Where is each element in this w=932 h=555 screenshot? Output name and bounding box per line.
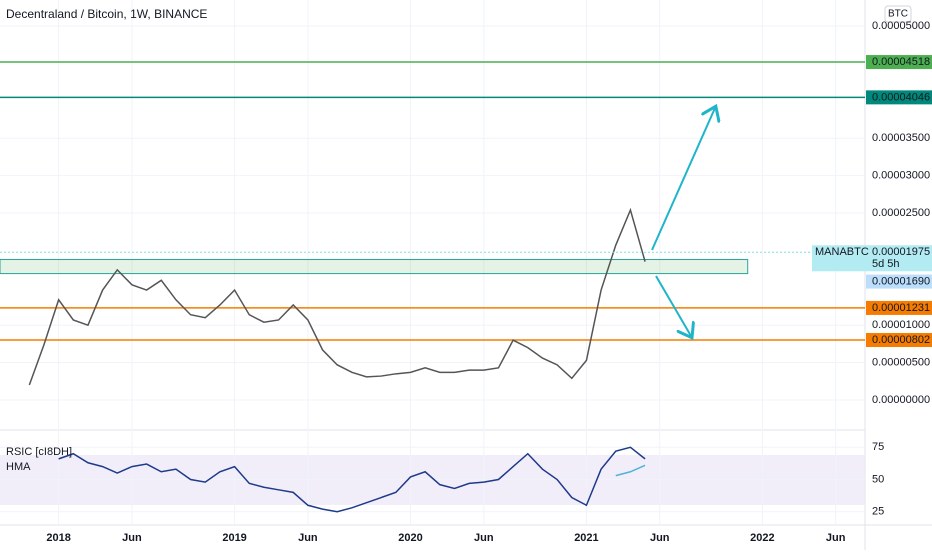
rsi-tick-label: 75 <box>872 441 884 453</box>
arrow-up <box>651 108 715 251</box>
series-line <box>28 207 646 386</box>
y-tick-label: 0.00003000 <box>872 170 930 182</box>
plot <box>0 61 865 513</box>
series-name-label: MANABTC <box>815 246 869 258</box>
y-tick-label: 0.00000000 <box>872 394 930 406</box>
legend-entry: HMA <box>6 461 31 473</box>
rsi-tick-label: 50 <box>872 473 884 485</box>
chart-title: Decentraland / Bitcoin, 1W, BINANCE <box>6 7 207 21</box>
level-label-bg <box>866 300 932 315</box>
level-label-bg <box>866 55 932 70</box>
level-label-bg <box>866 90 932 105</box>
zone-low-label: 0.00001690 <box>872 275 930 287</box>
last-price-label: 0.00001975 <box>872 246 930 258</box>
level-label: 0.00004518 <box>872 56 930 68</box>
series-line <box>615 464 646 477</box>
x-tick-label: Jun <box>826 532 846 544</box>
x-tick-label: Jun <box>474 532 494 544</box>
x-tick-label: 2018 <box>46 532 70 544</box>
x-tick-label: Jun <box>122 532 142 544</box>
x-tick-label: Jun <box>298 532 318 544</box>
x-tick-label: 2020 <box>398 532 422 544</box>
level-label: 0.00004046 <box>872 91 930 103</box>
y-tick-label: 0.00005000 <box>872 20 930 32</box>
level-label-bg <box>866 333 932 348</box>
currency[interactable]: BTC <box>888 9 908 20</box>
rsi-tick-label: 25 <box>872 506 884 518</box>
zone <box>0 259 749 275</box>
zone-label-bg <box>866 274 932 289</box>
y-tick-label: 0.00001000 <box>872 319 930 331</box>
x-tick-label: 2021 <box>574 532 598 544</box>
level-label: 0.00000802 <box>872 334 930 346</box>
y-tick-label: 0.00002500 <box>872 207 930 219</box>
x-tick-label: 2019 <box>222 532 246 544</box>
x-tick-label: 2022 <box>750 532 774 544</box>
currency-button[interactable] <box>884 5 912 23</box>
arrow-down <box>655 275 691 336</box>
series-line <box>58 446 646 513</box>
countdown: 5d 5h <box>872 258 900 270</box>
last-price-bg <box>812 245 932 272</box>
level-label: 0.00001231 <box>872 302 930 314</box>
x-tick-label: Jun <box>650 532 670 544</box>
y-tick-label: 0.00003500 <box>872 132 930 144</box>
legend-entry: RSIC [cI8DH] <box>6 446 72 458</box>
grid <box>0 0 865 525</box>
y-tick-label: 0.00000500 <box>872 357 930 369</box>
